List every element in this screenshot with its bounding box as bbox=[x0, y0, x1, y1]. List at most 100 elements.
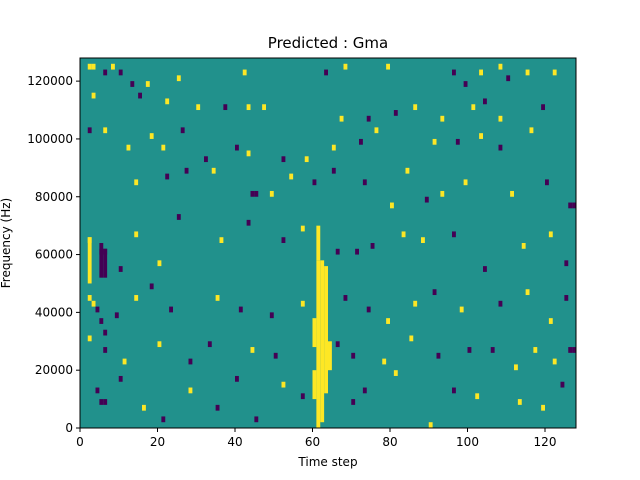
heatmap-band bbox=[87, 237, 92, 284]
heatmap-cell bbox=[149, 133, 154, 139]
heatmap-cell bbox=[428, 422, 433, 428]
heatmap-cell bbox=[335, 248, 340, 255]
heatmap-cell bbox=[541, 104, 545, 111]
heatmap-cell bbox=[440, 190, 445, 197]
heatmap-cell bbox=[91, 92, 96, 99]
x-tick-label: 80 bbox=[382, 435, 397, 449]
heatmap-cell bbox=[246, 104, 251, 111]
heatmap-cell bbox=[475, 393, 480, 400]
heatmap-cell bbox=[95, 387, 100, 394]
heatmap-cell bbox=[564, 260, 569, 267]
heatmap-cell bbox=[467, 347, 472, 353]
heatmap-cell bbox=[382, 358, 387, 365]
x-tick-label: 20 bbox=[150, 435, 165, 449]
heatmap-band bbox=[103, 248, 108, 278]
heatmap-cell bbox=[250, 347, 255, 353]
heatmap-band bbox=[320, 260, 325, 423]
heatmap-cell bbox=[134, 231, 139, 238]
heatmap-cell bbox=[560, 381, 565, 388]
heatmap-cell bbox=[196, 104, 201, 111]
heatmap-cell bbox=[483, 98, 487, 105]
heatmap-cell bbox=[103, 347, 108, 353]
heatmap-cell bbox=[331, 144, 336, 151]
heatmap-cell bbox=[235, 375, 239, 382]
heatmap-cell bbox=[134, 295, 139, 301]
heatmap-cell bbox=[269, 312, 274, 319]
heatmap-cell bbox=[436, 352, 441, 359]
chart-title: Predicted : Gma bbox=[268, 34, 388, 52]
heatmap-cell bbox=[335, 341, 340, 348]
heatmap-cell bbox=[188, 387, 193, 394]
heatmap-cell bbox=[242, 69, 247, 76]
heatmap-cell bbox=[91, 300, 96, 307]
heatmap-cell bbox=[126, 144, 131, 151]
heatmap-cell bbox=[122, 358, 127, 365]
y-tick-label: 120000 bbox=[27, 74, 73, 88]
heatmap-cell bbox=[130, 81, 135, 87]
heatmap-cell bbox=[215, 404, 220, 411]
heatmap-cell bbox=[254, 190, 259, 197]
heatmap-cell bbox=[99, 399, 104, 405]
heatmap-cell bbox=[111, 63, 115, 70]
heatmap-cell bbox=[87, 335, 92, 342]
heatmap-cell bbox=[355, 248, 359, 255]
heatmap-cell bbox=[517, 399, 522, 405]
heatmap-cell bbox=[409, 335, 414, 342]
heatmap-cell bbox=[149, 283, 154, 290]
heatmap-cell bbox=[386, 318, 390, 324]
heatmap-cell bbox=[405, 167, 410, 174]
heatmap-cell bbox=[312, 179, 317, 186]
heatmap-cell bbox=[118, 266, 123, 272]
heatmap-cell bbox=[386, 63, 390, 70]
heatmap-cell bbox=[479, 133, 483, 139]
heatmap-cell bbox=[339, 115, 344, 122]
heatmap-cell bbox=[165, 98, 170, 105]
heatmap-cell bbox=[161, 144, 166, 151]
heatmap-cell bbox=[393, 370, 398, 376]
heatmap-cell bbox=[204, 156, 208, 163]
heatmap-cell bbox=[366, 306, 371, 313]
heatmap-cell bbox=[362, 387, 367, 394]
heatmap-cell bbox=[351, 399, 356, 405]
heatmap-cell bbox=[572, 347, 576, 353]
heatmap-cell bbox=[552, 69, 557, 76]
heatmap-cell bbox=[545, 179, 549, 186]
heatmap-cell bbox=[87, 295, 92, 301]
heatmap-cell bbox=[401, 231, 406, 238]
heatmap-cell bbox=[161, 416, 166, 423]
heatmap-band bbox=[328, 341, 332, 371]
heatmap-cell bbox=[490, 347, 495, 353]
heatmap-cell bbox=[246, 150, 251, 157]
heatmap-cell bbox=[114, 312, 119, 319]
y-tick-label: 20000 bbox=[35, 363, 73, 377]
heatmap-cell bbox=[289, 173, 294, 180]
heatmap-cell bbox=[498, 63, 503, 70]
heatmap-cell bbox=[235, 144, 239, 151]
heatmap-cell bbox=[529, 127, 534, 134]
heatmap-cell bbox=[138, 92, 142, 99]
heatmap-cell bbox=[176, 214, 181, 220]
heatmap-cell bbox=[269, 190, 274, 197]
heatmap-cell bbox=[324, 69, 328, 76]
heatmap-cell bbox=[568, 347, 573, 353]
heatmap-cell bbox=[157, 341, 162, 348]
heatmap-cell bbox=[374, 127, 379, 134]
heatmap-cell bbox=[359, 138, 363, 145]
x-axis: 0 20 40 60 80 100 120 bbox=[76, 428, 556, 449]
heatmap-cell bbox=[343, 295, 348, 301]
plot-frame bbox=[79, 57, 577, 429]
heatmap-cell bbox=[304, 156, 309, 163]
heatmap-cell bbox=[223, 104, 228, 111]
heatmap-band bbox=[316, 260, 321, 428]
heatmap-cell bbox=[548, 318, 553, 324]
heatmap-cell bbox=[459, 306, 464, 313]
heatmap-cell bbox=[533, 347, 538, 353]
x-tick-label: 0 bbox=[76, 435, 84, 449]
heatmap-cell bbox=[483, 266, 487, 272]
heatmap-cell bbox=[343, 63, 348, 70]
heatmap-cell bbox=[246, 219, 251, 226]
heatmap-cell bbox=[103, 399, 108, 405]
heatmap-cell bbox=[548, 231, 553, 238]
x-tick-label: 100 bbox=[456, 435, 479, 449]
